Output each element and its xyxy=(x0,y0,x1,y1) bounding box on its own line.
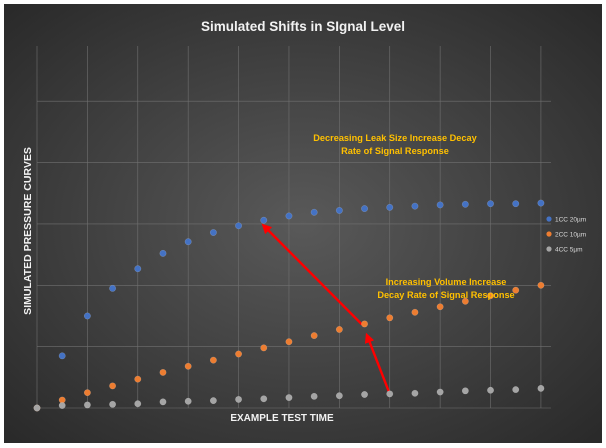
data-point-series-1 xyxy=(461,200,469,208)
data-point-series-2 xyxy=(159,368,167,376)
annotation-line: Increasing Volume Increase xyxy=(386,277,507,287)
data-point-series-1 xyxy=(285,212,293,220)
chart: Simulated Shifts in SIgnal Level SIMULAT… xyxy=(4,4,602,443)
data-point-series-1 xyxy=(235,222,243,230)
data-point-series-1 xyxy=(487,200,494,208)
data-point-series-1 xyxy=(386,203,394,211)
gridlines xyxy=(36,46,551,409)
data-point-series-3 xyxy=(487,386,494,394)
data-point-series-3 xyxy=(512,386,520,394)
data-point-series-2 xyxy=(386,314,394,322)
chart-background xyxy=(4,4,602,443)
data-point-series-1 xyxy=(310,208,318,216)
data-point-series-3 xyxy=(109,400,117,408)
data-point-series-2 xyxy=(109,382,117,390)
data-point-series-1 xyxy=(209,229,217,236)
annotation-text-1: Decreasing Leak Size Increase Decay Rate … xyxy=(313,133,477,156)
legend-marker-2 xyxy=(546,231,552,237)
data-point-series-2 xyxy=(235,350,243,358)
data-point-series-2 xyxy=(184,362,192,370)
data-point-series-3 xyxy=(33,404,41,412)
data-point-series-3 xyxy=(285,394,293,402)
data-point-series-1 xyxy=(537,199,545,207)
data-points xyxy=(33,199,545,412)
legend: 1CC 20µm 2CC 10µm 4CC 5µm xyxy=(546,216,586,254)
data-point-series-1 xyxy=(512,200,520,208)
x-axis-label: EXAMPLE TEST TIME xyxy=(230,413,334,424)
y-axis-label: SIMULATED PRESSURE CURVES xyxy=(22,147,34,315)
data-point-series-1 xyxy=(83,312,91,320)
legend-marker-1 xyxy=(546,216,552,222)
data-point-series-1 xyxy=(184,238,192,246)
data-point-series-3 xyxy=(83,401,91,409)
annotation-line: Decay Rate of Signal Response xyxy=(377,290,514,300)
data-point-series-2 xyxy=(361,320,368,328)
annotations: Decreasing Leak Size Increase Decay Rate … xyxy=(313,133,514,300)
legend-marker-3 xyxy=(546,246,552,252)
chart-svg: Simulated Shifts in SIgnal Level SIMULAT… xyxy=(4,4,602,443)
legend-label-1: 1CC 20µm xyxy=(555,217,586,224)
data-point-series-3 xyxy=(58,402,66,409)
data-point-series-2 xyxy=(436,303,444,311)
data-point-series-3 xyxy=(235,395,243,403)
data-point-series-1 xyxy=(361,205,368,213)
annotation-arrows xyxy=(261,223,391,395)
data-point-series-2 xyxy=(83,389,91,397)
data-point-series-1 xyxy=(134,265,142,273)
data-point-series-3 xyxy=(436,388,444,396)
data-point-series-3 xyxy=(411,389,419,397)
annotation-line: Rate of Signal Response xyxy=(341,146,449,156)
data-point-series-2 xyxy=(134,375,142,383)
data-point-series-1 xyxy=(411,202,419,210)
data-point-series-1 xyxy=(335,206,343,214)
annotation-line: Decreasing Leak Size Increase Decay xyxy=(313,133,477,143)
data-point-series-3 xyxy=(361,391,368,398)
legend-label-2: 2CC 10µm xyxy=(555,232,586,239)
data-point-series-3 xyxy=(184,397,192,405)
data-point-series-2 xyxy=(512,286,520,294)
data-point-series-3 xyxy=(260,395,268,403)
data-point-series-3 xyxy=(310,392,318,400)
data-point-series-2 xyxy=(260,344,268,352)
data-point-series-1 xyxy=(58,352,66,360)
data-point-series-2 xyxy=(461,297,469,305)
data-point-series-3 xyxy=(209,397,217,405)
data-point-series-2 xyxy=(335,326,343,333)
data-point-series-3 xyxy=(461,387,469,395)
data-point-series-2 xyxy=(411,308,419,316)
annotation-arrow-2 xyxy=(364,332,391,395)
data-point-series-3 xyxy=(386,390,394,398)
data-point-series-3 xyxy=(134,400,142,408)
chart-title: Simulated Shifts in SIgnal Level xyxy=(201,19,405,34)
data-point-series-1 xyxy=(436,201,444,209)
data-point-series-3 xyxy=(335,392,343,400)
data-point-series-2 xyxy=(537,281,545,289)
data-point-series-2 xyxy=(310,332,318,340)
data-point-series-2 xyxy=(487,292,494,300)
annotation-arrow-1 xyxy=(261,223,363,326)
data-point-series-1 xyxy=(159,249,167,257)
annotation-text-2: Increasing Volume Increase Decay Rate of … xyxy=(377,277,514,300)
data-point-series-3 xyxy=(159,398,167,406)
data-point-series-2 xyxy=(209,356,217,364)
data-point-series-1 xyxy=(109,284,117,292)
data-point-series-2 xyxy=(285,338,293,346)
data-point-series-3 xyxy=(537,384,545,392)
legend-label-3: 4CC 5µm xyxy=(555,247,583,254)
data-point-series-1 xyxy=(260,216,268,224)
